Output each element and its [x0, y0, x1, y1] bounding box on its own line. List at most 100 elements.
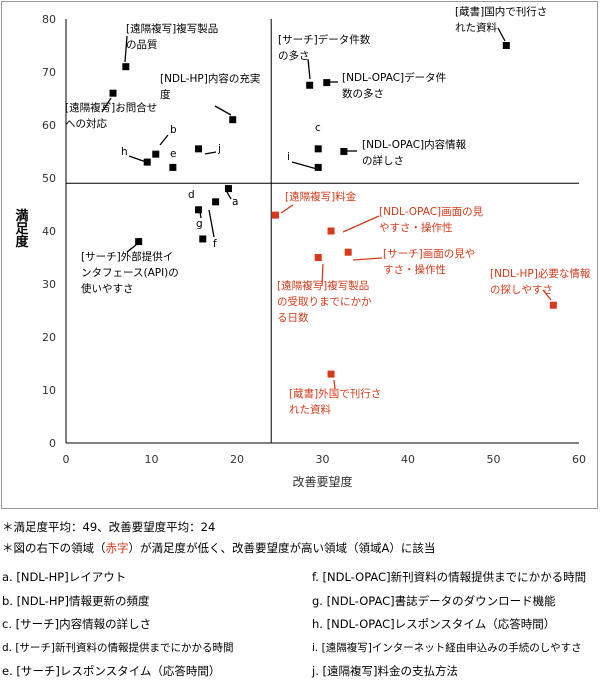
- data-point-24: [327, 370, 335, 378]
- y-axis-title: 満足度: [13, 208, 29, 249]
- point-label: の探しやすさ: [490, 283, 553, 296]
- data-point-15: [195, 206, 203, 214]
- leader-line: [159, 134, 169, 146]
- y-tick-label: 80: [42, 13, 56, 26]
- data-point-10: [169, 163, 177, 171]
- leader-line: [208, 209, 215, 238]
- data-point-13: [314, 163, 322, 171]
- point-label: れた資料: [289, 403, 331, 416]
- y-tick-label: 0: [49, 437, 56, 450]
- y-tick-label: 60: [42, 119, 56, 132]
- point-label: [遠隔複写]料金: [285, 190, 357, 203]
- point-label: すさ・操作性: [383, 263, 446, 276]
- leader-line: [497, 27, 506, 42]
- legend-item-j: j. [遠隔複写]料金の支払方法: [312, 664, 458, 678]
- legend-item-g: g. [NDL-OPAC]書誌データのダウンロード機能: [312, 593, 556, 608]
- point-label: j: [217, 143, 221, 155]
- x-axis-title: 改善要望度: [292, 474, 352, 489]
- y-tick-label: 30: [42, 278, 56, 291]
- data-point-21: [344, 248, 352, 256]
- legend-item-c: c. [サーチ]内容情報の詳しさ: [2, 617, 152, 631]
- data-point-22: [314, 254, 322, 261]
- x-tick-label: 60: [572, 453, 586, 466]
- point-label: [NDL-OPAC]内容情報: [362, 138, 467, 151]
- point-label: れた資料: [455, 21, 497, 34]
- note-region: ＊図の右下の領域（赤字）が満足度が低く、改善要望度が高い領域（領域A）に該当: [2, 538, 598, 559]
- y-tick-label: 70: [42, 66, 56, 79]
- leader-line: [291, 161, 318, 170]
- data-point-3: [109, 89, 117, 97]
- x-tick-label: 50: [487, 453, 501, 466]
- point-label: やすさ・操作性: [379, 221, 453, 234]
- legend-item-f: f. [NDL-OPAC]新刊資料の情報提供までにかかる時間: [312, 570, 587, 584]
- leader-line: [352, 257, 383, 261]
- x-tick-label: 30: [316, 453, 330, 466]
- point-label: [遠隔複写]お問合せ: [65, 101, 157, 114]
- point-label: [サーチ]画面の見や: [383, 248, 475, 260]
- note-region-pre: ＊図の右下の領域（: [2, 541, 106, 555]
- x-tick-label: 10: [145, 453, 159, 466]
- leader-line: [101, 97, 112, 113]
- point-label: の品質: [126, 38, 158, 51]
- leader-line: [542, 289, 552, 301]
- point-label: [NDL-HP]必要な情報: [490, 267, 591, 280]
- point-label: a: [232, 196, 238, 208]
- legend-item-a: a. [NDL-HP]レイアウト: [2, 570, 127, 584]
- leader-line: [214, 105, 232, 116]
- point-label: [サーチ]外部提供イ: [81, 250, 173, 263]
- data-point-9: [143, 158, 151, 166]
- legend-item-b: b. [NDL-HP]情報更新の頻度: [2, 593, 150, 608]
- point-label: i: [287, 151, 290, 163]
- point-label: g: [196, 218, 203, 230]
- point-label: [遠隔複写]複写製品: [126, 22, 218, 35]
- data-point-20: [327, 227, 335, 235]
- point-label: ンタフェース(API)の: [81, 267, 179, 279]
- note-averages: ＊満足度平均：49、改善要望度平均：24: [2, 520, 216, 534]
- point-label: 数の多さ: [342, 87, 384, 100]
- data-point-23: [549, 301, 557, 309]
- leader-line: [280, 204, 294, 214]
- data-point-6: [502, 42, 510, 49]
- leader-line: [126, 244, 137, 253]
- point-label: の詳しさ: [362, 154, 404, 167]
- note-region-post: ）が満足度が低く、改善要望度が高い領域（領域A）に該当: [128, 541, 436, 555]
- x-tick-label: 20: [230, 453, 244, 466]
- x-tick-label: 0: [63, 453, 70, 466]
- legend-item-d: d. [サーチ]新刊資料の情報提供までにかかる時間: [2, 641, 234, 654]
- data-point-7: [340, 148, 348, 155]
- point-label: [NDL-HP]内容の充実: [160, 72, 261, 85]
- data-point-2: [229, 116, 237, 124]
- point-label: [遠隔複写]複写製品: [277, 279, 369, 292]
- data-point-8: [152, 150, 160, 158]
- scatter-chart: 0 10 20 30 40 50 60 70 80 0 10 20 30 40 50 60 改善要望度 満足度 [遠…: [13, 5, 591, 489]
- data-point-19: [271, 211, 279, 219]
- y-tick-label: 40: [42, 225, 56, 238]
- notes: ＊満足度平均：49、改善要望度平均：24 ＊図の右下の領域（赤字）が満足度が低く…: [2, 517, 598, 559]
- y-tick-label: 50: [42, 172, 56, 185]
- y-tick-label: 10: [42, 384, 56, 397]
- data-point-11: [195, 145, 203, 153]
- data-point-1: [122, 63, 130, 71]
- leader-line: [342, 215, 380, 233]
- legend: a. [NDL-HP]レイアウト f. [NDL-OPAC]新刊資料の情報提供ま…: [0, 566, 600, 684]
- point-label: c: [315, 122, 321, 134]
- data-point-14: [224, 185, 232, 193]
- point-label: 度: [160, 88, 171, 101]
- point-label: f: [213, 238, 217, 250]
- point-label: b: [170, 124, 177, 136]
- leader-line: [226, 191, 232, 200]
- legend-item-h: h. [NDL-OPAC]レスポンスタイム（応答時間）: [312, 617, 556, 631]
- data-point-4: [306, 81, 314, 89]
- point-label: 使いやすさ: [81, 282, 134, 295]
- leader-line: [128, 155, 147, 163]
- data-point-12: [314, 145, 322, 153]
- point-label: への対応: [65, 117, 107, 130]
- point-label: [NDL-OPAC]データ件: [342, 71, 446, 84]
- leader-line: [204, 151, 217, 155]
- point-label: d: [188, 189, 195, 201]
- data-point-18: [135, 238, 143, 246]
- leader-line: [333, 379, 336, 390]
- point-label: e: [170, 148, 176, 160]
- leader-line: [124, 35, 128, 63]
- data-point-5: [323, 79, 331, 87]
